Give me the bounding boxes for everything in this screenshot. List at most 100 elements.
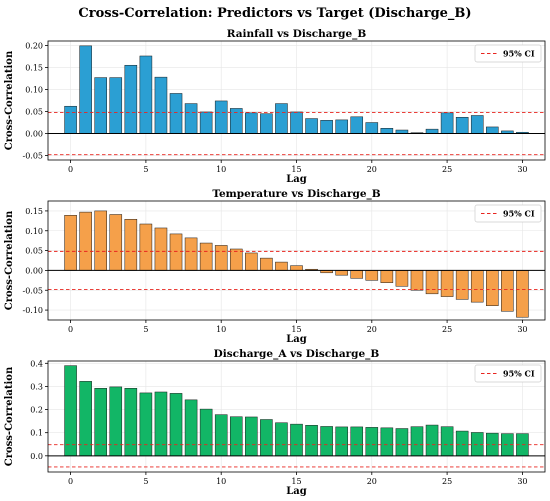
bar-lag-30 xyxy=(516,270,529,318)
y-tick-label: 0.00 xyxy=(25,266,43,275)
x-tick-label: 0 xyxy=(68,165,73,174)
x-tick-label: 5 xyxy=(143,325,148,334)
bar-lag-19 xyxy=(350,426,364,457)
bar-lag-27 xyxy=(470,115,484,134)
bar-lag-6 xyxy=(154,227,168,271)
bar-lag-21 xyxy=(380,427,394,457)
chart-title: Temperature vs Discharge_B xyxy=(212,188,380,201)
bar-lag-13 xyxy=(260,419,273,457)
y-tick-label: 0.05 xyxy=(25,108,43,117)
y-axis-label: Cross-Correlation xyxy=(4,50,15,150)
bar-lag-25 xyxy=(440,426,454,457)
legend-ci-label: 95% CI xyxy=(503,369,535,379)
bar-lag-0 xyxy=(64,365,77,457)
y-tick-label: 0.3 xyxy=(30,382,43,391)
y-axis-label: Cross-Correlation xyxy=(4,210,15,310)
bar-lag-27 xyxy=(470,432,484,457)
x-tick-label: 0 xyxy=(68,477,73,486)
bar-lag-11 xyxy=(229,248,243,271)
bar-lag-18 xyxy=(335,426,348,457)
x-tick-label: 30 xyxy=(517,477,527,486)
legend-box xyxy=(474,364,542,383)
bar-lag-24 xyxy=(425,128,439,134)
x-tick-label: 0 xyxy=(68,325,73,334)
y-tick-label: 0.05 xyxy=(25,247,43,256)
bar-lag-28 xyxy=(486,270,499,306)
bar-lag-7 xyxy=(169,93,183,134)
bar-lag-17 xyxy=(320,120,333,134)
x-tick-label: 25 xyxy=(442,165,452,174)
x-tick-label: 20 xyxy=(367,165,377,174)
x-tick-label: 25 xyxy=(442,477,452,486)
bar-lag-15 xyxy=(290,265,303,271)
y-tick-label: 0.10 xyxy=(25,227,43,236)
y-tick-label: -0.10 xyxy=(22,306,43,315)
y-tick-label: 0.15 xyxy=(25,207,43,216)
bar-lag-14 xyxy=(275,103,288,134)
y-tick-label: 0.10 xyxy=(25,85,43,94)
chart-panel-1: -0.10 -0.05 0.00 0.05 0.10 0.15 0 5 10 15 20 25 30 Te… xyxy=(4,188,546,345)
bar-lag-18 xyxy=(335,270,348,276)
bar-lag-2 xyxy=(94,77,107,134)
y-tick-label: 0.20 xyxy=(25,41,43,50)
x-axis-label: Lag xyxy=(286,174,307,185)
bar-lag-4 xyxy=(124,64,138,134)
legend: 95% CI xyxy=(474,364,542,383)
bar-lag-14 xyxy=(275,422,288,457)
chart-title: Rainfall vs Discharge_B xyxy=(227,28,367,41)
y-tick-label: 0.4 xyxy=(30,359,43,368)
y-axis-label: Cross-Correlation xyxy=(4,366,15,466)
x-tick-label: 15 xyxy=(291,165,301,174)
bar-lag-17 xyxy=(320,426,333,457)
legend-box xyxy=(474,204,542,223)
legend-ci-label: 95% CI xyxy=(503,49,535,59)
chart-title: Discharge_A vs Discharge_B xyxy=(214,348,380,361)
bar-lag-6 xyxy=(154,391,168,457)
y-tick-label: -0.05 xyxy=(22,286,43,295)
y-tick-label: 0.0 xyxy=(30,452,43,461)
bar-lag-8 xyxy=(184,399,198,457)
bar-lag-10 xyxy=(214,100,228,134)
bar-lag-8 xyxy=(184,103,198,134)
x-tick-label: 5 xyxy=(143,477,148,486)
bar-lag-5 xyxy=(139,392,153,457)
bar-lag-11 xyxy=(229,416,243,457)
bar-lag-21 xyxy=(380,270,394,283)
bar-lag-19 xyxy=(350,116,364,134)
bar-lag-8 xyxy=(184,237,198,271)
bar-lag-7 xyxy=(169,393,183,457)
bar-lag-26 xyxy=(455,116,469,134)
bar-lag-22 xyxy=(395,129,409,134)
bar-lag-26 xyxy=(455,430,469,457)
x-tick-label: 10 xyxy=(216,325,226,334)
bar-lag-29 xyxy=(501,270,514,312)
bar-lag-9 xyxy=(199,242,213,271)
legend: 95% CI xyxy=(474,44,542,63)
bar-lag-24 xyxy=(425,270,439,295)
x-tick-label: 5 xyxy=(143,165,148,174)
bar-lag-22 xyxy=(395,428,409,457)
x-tick-label: 30 xyxy=(517,325,527,334)
x-tick-label: 10 xyxy=(216,477,226,486)
bar-lag-15 xyxy=(290,423,303,457)
bar-lag-6 xyxy=(154,76,168,134)
y-tick-label: 0.00 xyxy=(25,130,43,139)
chart-panel-0: -0.05 0.00 0.05 0.10 0.15 0.20 0 5 10 15 20 25 30 Rai… xyxy=(4,28,546,185)
bar-lag-15 xyxy=(290,111,303,134)
bar-lag-28 xyxy=(486,126,499,134)
bar-lag-13 xyxy=(260,257,273,271)
bar-lag-13 xyxy=(260,113,273,134)
bar-lag-21 xyxy=(380,128,394,134)
bar-lag-12 xyxy=(245,112,258,134)
y-tick-label: 0.1 xyxy=(30,429,43,438)
bar-lag-4 xyxy=(124,388,138,457)
legend-box xyxy=(474,44,542,63)
x-tick-label: 20 xyxy=(367,325,377,334)
bar-lag-12 xyxy=(245,252,258,271)
bar-lag-25 xyxy=(440,270,454,297)
bar-lag-12 xyxy=(245,416,258,457)
bar-lag-19 xyxy=(350,270,364,279)
bar-lag-18 xyxy=(335,119,348,134)
